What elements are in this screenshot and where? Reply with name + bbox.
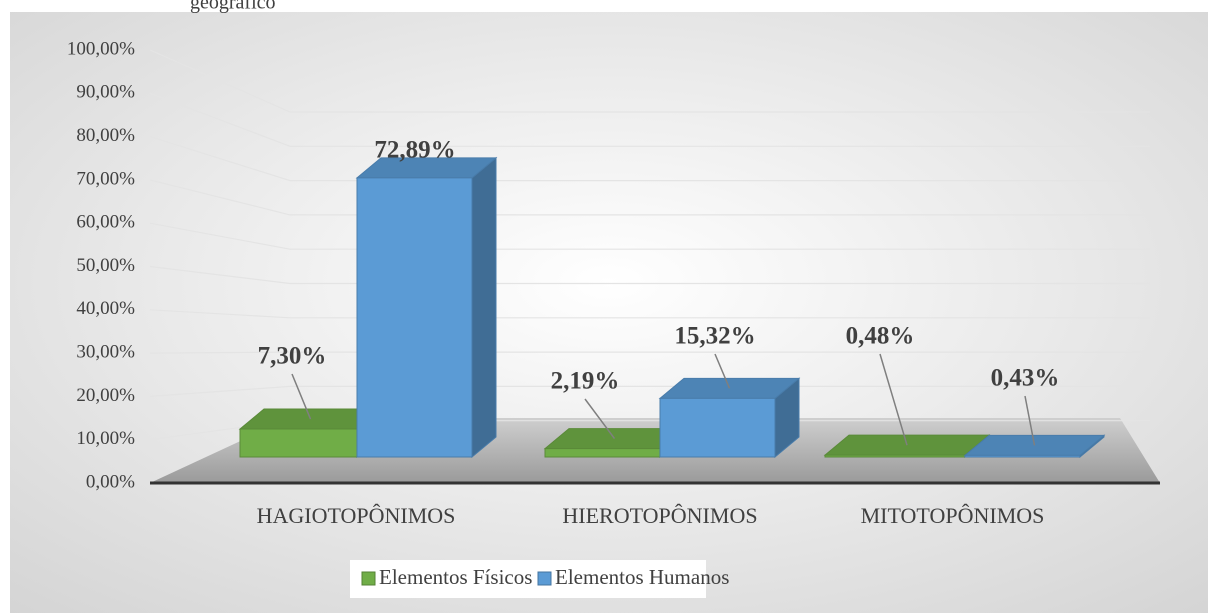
- y-tick-label: 0,00%: [86, 471, 135, 492]
- grid-line: [149, 351, 1150, 354]
- y-tick-label: 30,00%: [76, 341, 135, 362]
- bar: [963, 434, 1106, 459]
- bar-face: [544, 448, 661, 458]
- legend-swatch: [537, 571, 552, 586]
- y-tick-label: 20,00%: [76, 385, 135, 406]
- legend-label: Elementos Físicos: [379, 565, 532, 589]
- grid-line: [149, 222, 1150, 250]
- leader-line: [879, 353, 908, 446]
- x-tick-label: MITOTOPÔNIMOS: [861, 503, 1045, 528]
- legend-label: Elementos Humanos: [555, 565, 729, 589]
- grid-line: [149, 265, 1150, 285]
- bar-face: [239, 428, 358, 458]
- bar-face: [659, 397, 776, 458]
- leader-line: [584, 398, 616, 440]
- data-label: 2,19%: [551, 368, 620, 395]
- y-tick-label: 60,00%: [76, 212, 135, 233]
- grid-line: [149, 385, 1150, 397]
- bar-face: [824, 454, 966, 458]
- bar: [658, 377, 801, 459]
- y-tick-label: 70,00%: [76, 168, 135, 189]
- caption: geográfico: [190, 0, 276, 14]
- grid-line: [149, 49, 1150, 113]
- leader-line: [291, 373, 312, 420]
- y-tick-label: 10,00%: [76, 428, 135, 449]
- bar: [355, 156, 498, 459]
- bar-face: [356, 177, 473, 458]
- data-label: 0,43%: [991, 365, 1060, 392]
- bar: [823, 434, 991, 459]
- leader-line: [714, 353, 731, 389]
- grid-line: [149, 309, 1150, 319]
- y-tick-label: 40,00%: [76, 298, 135, 319]
- bar-face: [964, 454, 1081, 458]
- data-label: 15,32%: [674, 323, 755, 350]
- data-label: 72,89%: [374, 137, 455, 164]
- x-tick-label: HAGIOTOPÔNIMOS: [257, 503, 456, 528]
- legend-swatch: [361, 571, 376, 586]
- x-tick-label: HIEROTOPÔNIMOS: [562, 503, 757, 528]
- y-tick-label: 50,00%: [76, 255, 135, 276]
- leader-line: [1024, 395, 1036, 446]
- legend-box: [350, 560, 706, 598]
- grid-line: [149, 179, 1150, 216]
- y-tick-label: 100,00%: [67, 38, 135, 59]
- y-tick-label: 80,00%: [76, 125, 135, 146]
- grid-line: [149, 136, 1150, 182]
- data-label: 7,30%: [258, 343, 327, 370]
- bar-face: [471, 156, 497, 459]
- y-tick-label: 90,00%: [76, 82, 135, 103]
- grid-line: [149, 92, 1150, 147]
- data-label: 0,48%: [846, 323, 915, 350]
